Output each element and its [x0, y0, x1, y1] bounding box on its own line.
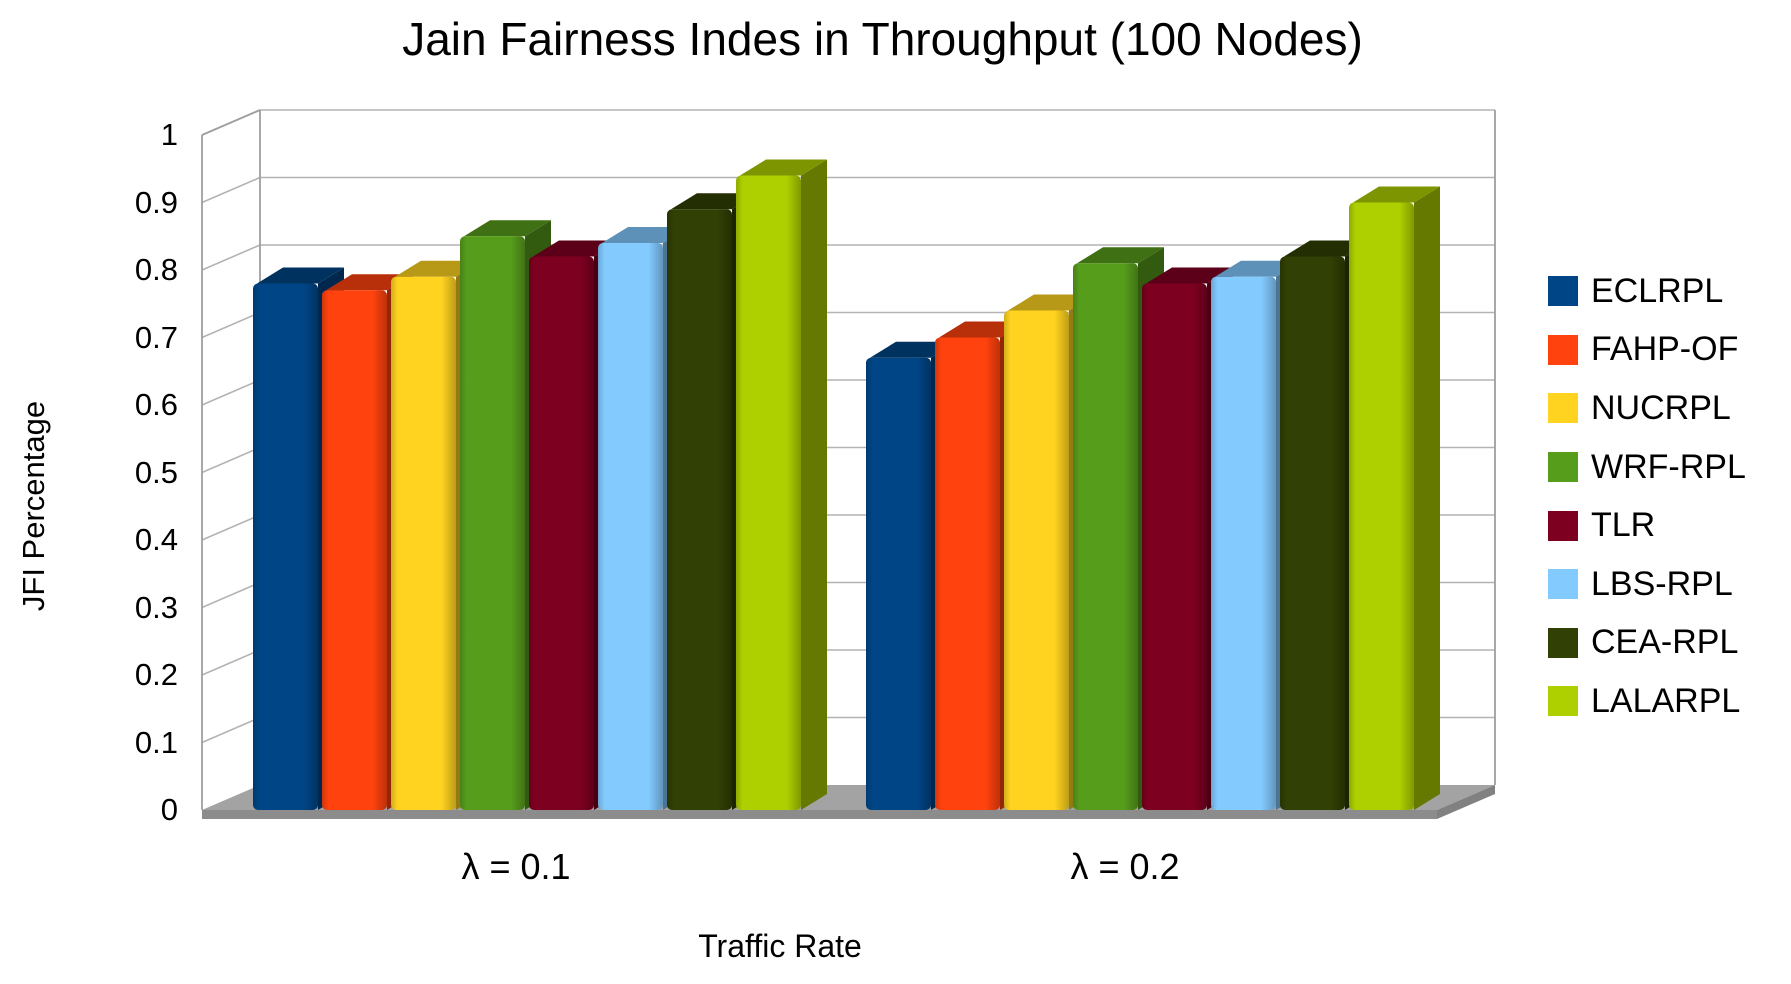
y-tick-label-0.7: 0.7 — [134, 319, 178, 355]
legend-swatch-TLR — [1548, 510, 1578, 541]
legend-item-CEA-RPL: CEA-RPL — [1548, 614, 1746, 673]
bar-top-LALARPL-g2 — [1353, 186, 1440, 203]
legend-item-LALARPL: LALARPL — [1548, 672, 1746, 731]
chart-title: Jain Fairness Indes in Throughput (100 N… — [402, 13, 1363, 65]
gridline-left-wall — [201, 244, 261, 271]
legend-label-ECLRPL: ECLRPL — [1591, 271, 1724, 310]
bar-CEA-RPL-g2 — [1280, 256, 1345, 810]
bar-CEA-RPL-g1 — [667, 209, 732, 810]
legend-item-LBS-RPL: LBS-RPL — [1548, 555, 1746, 614]
gridline-left-wall — [201, 446, 261, 474]
y-tick-label-0.4: 0.4 — [134, 522, 178, 557]
bar-TLR-g2 — [1142, 283, 1207, 810]
bar-top-ECLRPL-g1 — [257, 267, 344, 284]
legend-swatch-LBS-RPL — [1548, 569, 1578, 600]
y-tick-label-0.3: 0.3 — [134, 589, 178, 625]
category-label-lambda-0.2: λ = 0.2 — [1070, 846, 1180, 887]
bar-NUCRPL-g2 — [1004, 310, 1069, 810]
legend-item-ECLRPL: ECLRPL — [1548, 262, 1746, 321]
bar-ECLRPL-g1 — [253, 283, 318, 810]
bar-TLR-g1 — [529, 256, 594, 810]
gridline-left-wall — [201, 716, 261, 744]
gridline-left-wall — [201, 311, 261, 339]
bar-LBS-RPL-g1 — [598, 243, 663, 810]
legend-item-NUCRPL: NUCRPL — [1548, 379, 1746, 438]
bar-top-LALARPL-g1 — [740, 159, 827, 176]
legend-label-LALARPL: LALARPL — [1591, 681, 1741, 720]
y-tick-label-0.9: 0.9 — [134, 184, 178, 220]
gridline-left-wall — [201, 581, 261, 609]
legend-label-WRF-RPL: WRF-RPL — [1591, 447, 1746, 486]
legend-swatch-FAHP-OF — [1548, 334, 1578, 365]
legend-swatch-NUCRPL — [1548, 393, 1578, 424]
bar-FAHP-OF-g2 — [935, 337, 1000, 810]
legend-swatch-ECLRPL — [1548, 276, 1578, 307]
x-axis-title: Traffic Rate — [698, 928, 862, 964]
gridline-left-wall — [201, 379, 261, 406]
bar-LALARPL-g2 — [1349, 202, 1414, 810]
legend-swatch-CEA-RPL — [1548, 627, 1578, 658]
legend-label-TLR: TLR — [1591, 506, 1656, 545]
floor-front — [202, 810, 1437, 819]
bar-FAHP-OF-g1 — [322, 290, 387, 810]
bar-LBS-RPL-g2 — [1211, 276, 1276, 810]
bar-NUCRPL-g1 — [391, 276, 456, 810]
y-tick-label-0: 0 — [160, 792, 178, 827]
y-tick-label-1: 1 — [160, 117, 178, 152]
legend-label-FAHP-OF: FAHP-OF — [1591, 330, 1739, 369]
y-tick-label-0.8: 0.8 — [134, 252, 178, 287]
category-label-lambda-0.1: λ = 0.1 — [461, 846, 571, 887]
bar-ECLRPL-g2 — [866, 357, 931, 810]
y-tick-label-0.1: 0.1 — [134, 724, 178, 760]
floor-right — [1437, 785, 1495, 819]
legend-item-TLR: TLR — [1548, 496, 1746, 555]
bar-top-WRF-RPL-g1 — [464, 220, 551, 237]
bar-side-LALARPL-g2 — [1414, 186, 1440, 810]
bar-LALARPL-g1 — [736, 175, 801, 810]
bar-top-WRF-RPL-g2 — [1077, 247, 1164, 264]
legend-item-WRF-RPL: WRF-RPL — [1548, 438, 1746, 497]
legend-label-NUCRPL: NUCRPL — [1591, 388, 1731, 427]
bar-WRF-RPL-g1 — [460, 236, 525, 810]
y-tick-label-0.6: 0.6 — [134, 387, 178, 422]
gridline-left-wall — [201, 176, 261, 204]
bar-WRF-RPL-g2 — [1073, 263, 1138, 810]
legend-label-LBS-RPL: LBS-RPL — [1591, 564, 1733, 603]
chart-legend: ECLRPL FAHP-OF NUCRPL WRF-RPL TLR LBS-RPL CEA-… — [1548, 262, 1746, 731]
legend-label-CEA-RPL: CEA-RPL — [1591, 623, 1739, 662]
axis-edge-top-left — [201, 109, 261, 136]
gridline-left-wall — [201, 649, 261, 676]
legend-swatch-WRF-RPL — [1548, 452, 1578, 483]
gridline-left-wall — [201, 514, 261, 541]
bar-top-TLR-g2 — [1146, 267, 1233, 284]
legend-item-FAHP-OF: FAHP-OF — [1548, 321, 1746, 380]
legend-swatch-LALARPL — [1548, 686, 1578, 717]
y-tick-label-0.2: 0.2 — [134, 657, 178, 692]
y-tick-label-0.5: 0.5 — [134, 454, 178, 490]
bar-side-LALARPL-g1 — [801, 159, 827, 810]
